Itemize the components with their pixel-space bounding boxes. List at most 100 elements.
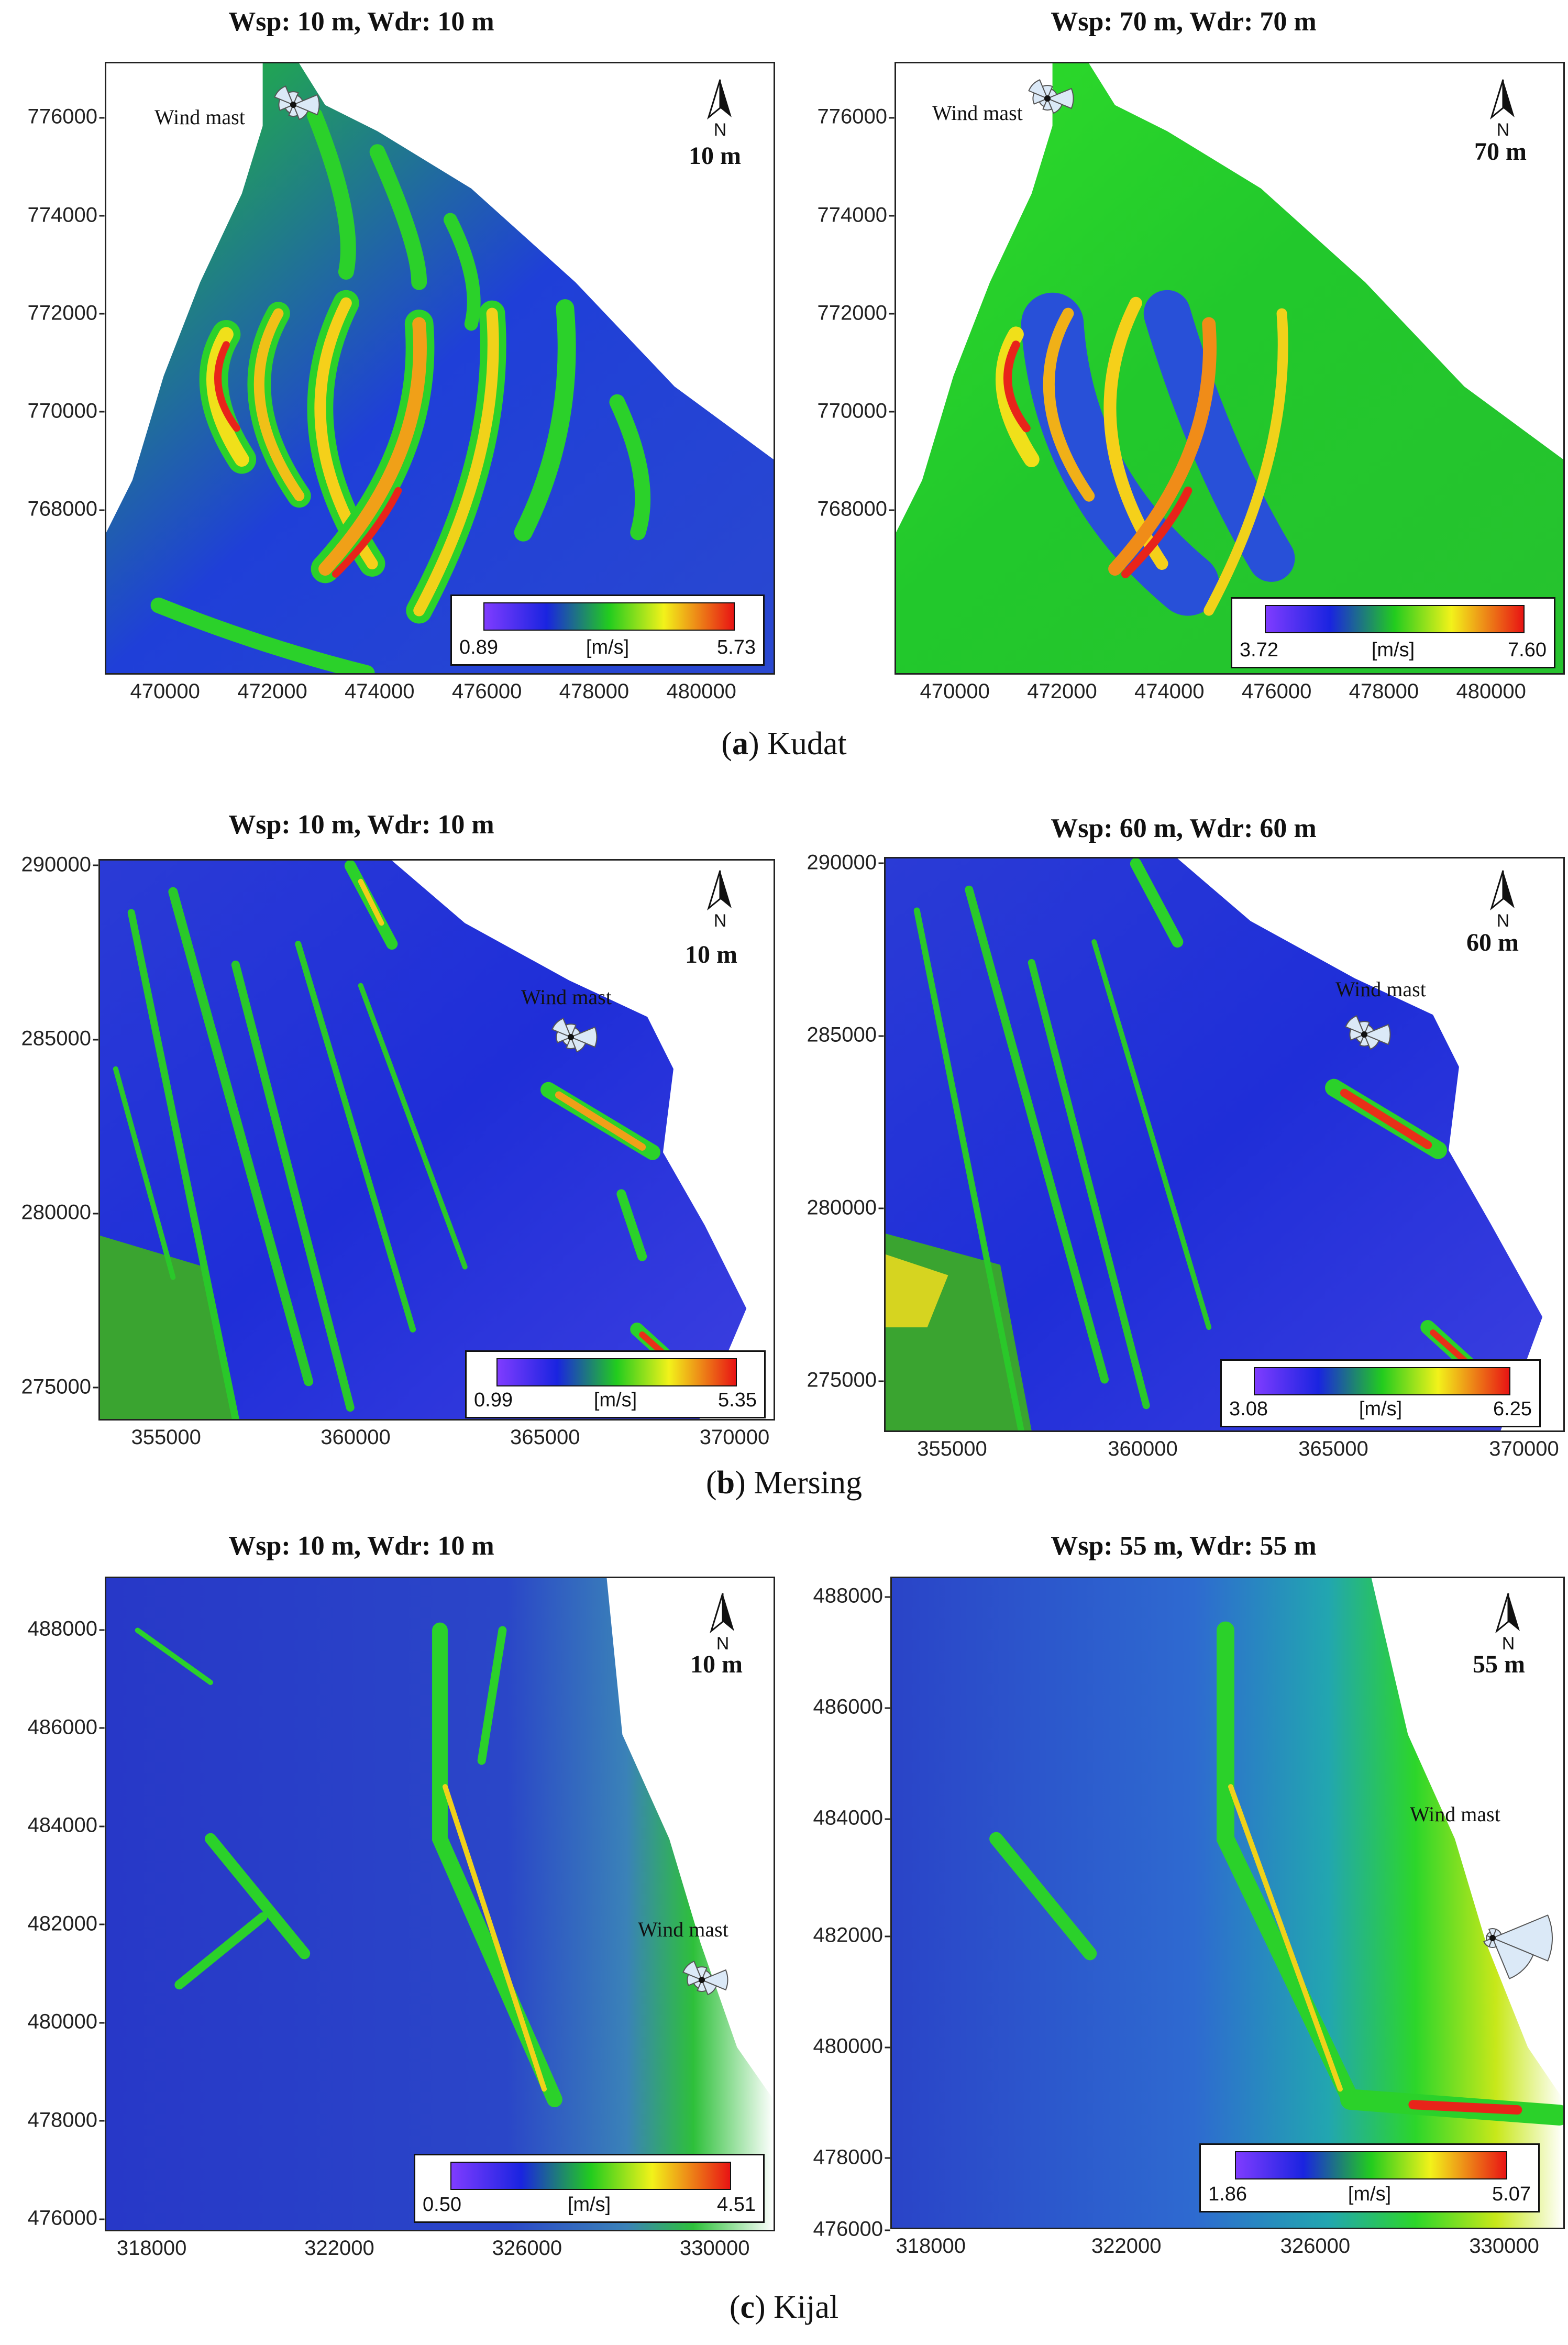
- y-tick-label: 484000: [813, 1807, 891, 1830]
- height-label: 10 m: [685, 941, 737, 968]
- north-label: N: [713, 120, 727, 140]
- wind-resource-map: [896, 63, 1563, 673]
- y-tick-label: 280000: [807, 1196, 885, 1219]
- north-arrow-icon: N: [707, 1592, 738, 1654]
- height-label: 10 m: [690, 1650, 743, 1678]
- wind-resource-map: [100, 861, 747, 1419]
- map-plot-a-right: [895, 62, 1565, 675]
- color-scale-legend: 1.86 [m/s] 5.07: [1199, 2143, 1540, 2212]
- caption-c: (c) Kijal: [729, 2289, 839, 2325]
- caption-b: (b) Mersing: [706, 1465, 862, 1501]
- north-label: N: [1496, 911, 1510, 931]
- wind-resource-map: [892, 1578, 1563, 2228]
- y-tick-label: 480000: [28, 2010, 105, 2034]
- y-tick-label: 772000: [28, 301, 105, 325]
- wind-rose-icon: [1019, 70, 1076, 130]
- x-tick-label: 476000: [1241, 680, 1312, 703]
- legend-min-value: 3.72: [1240, 639, 1278, 661]
- color-scale-bar: [1254, 1367, 1510, 1395]
- y-tick-label: 290000: [21, 853, 99, 876]
- y-tick-label: 482000: [28, 1912, 105, 1935]
- north-arrow-icon: N: [1487, 79, 1519, 140]
- north-arrow-icon: N: [1487, 869, 1519, 931]
- x-tick-label: 474000: [1134, 680, 1205, 703]
- legend-max-value: 6.25: [1493, 1398, 1532, 1420]
- x-tick-label: 322000: [304, 2237, 374, 2260]
- legend-min-value: 1.86: [1208, 2183, 1247, 2205]
- color-scale-bar: [1235, 2151, 1507, 2179]
- y-tick-label: 488000: [28, 1617, 105, 1641]
- color-scale-legend: 0.99 [m/s] 5.35: [465, 1350, 766, 1418]
- color-scale-bar: [450, 2162, 731, 2190]
- wind-rose-icon: [673, 1951, 731, 2011]
- x-tick-label: 478000: [1349, 680, 1419, 703]
- y-tick-label: 770000: [818, 399, 895, 423]
- wind-rose-icon: [1335, 1006, 1393, 1066]
- map-title-c-left: Wsp: 10 m, Wdr: 10 m: [228, 1531, 494, 1561]
- wind-resource-map: [886, 858, 1543, 1430]
- map-title-c-right: Wsp: 55 m, Wdr: 55 m: [1051, 1531, 1317, 1561]
- x-tick-label: 480000: [666, 680, 736, 703]
- map-plot-c-left: [105, 1577, 775, 2231]
- x-tick-label: 480000: [1456, 680, 1526, 703]
- north-label: N: [716, 1634, 730, 1654]
- north-label: N: [1501, 1634, 1515, 1654]
- y-tick-label: 275000: [807, 1369, 885, 1392]
- legend-unit: [m/s]: [1359, 1398, 1403, 1420]
- x-tick-label: 476000: [451, 680, 522, 703]
- y-tick-label: 280000: [21, 1201, 99, 1225]
- x-tick-label: 326000: [1280, 2234, 1351, 2258]
- y-tick-label: 478000: [813, 2145, 891, 2169]
- x-tick-label: 365000: [510, 1426, 580, 1449]
- wind-resource-map: [106, 1578, 774, 2230]
- y-tick-label: 774000: [28, 203, 105, 227]
- height-label: 55 m: [1473, 1650, 1525, 1678]
- x-tick-label: 370000: [1489, 1437, 1559, 1460]
- legend-unit: [m/s]: [1348, 2183, 1392, 2205]
- color-scale-legend: 3.08 [m/s] 6.25: [1220, 1359, 1541, 1427]
- map-title-b-left: Wsp: 10 m, Wdr: 10 m: [228, 810, 494, 840]
- x-tick-label: 370000: [699, 1426, 770, 1449]
- color-scale-bar: [483, 602, 735, 631]
- height-label: 10 m: [689, 142, 741, 170]
- wind-mast-label: Wind mast: [154, 105, 245, 129]
- y-tick-label: 482000: [813, 1924, 891, 1947]
- color-scale-legend: 0.50 [m/s] 4.51: [414, 2154, 765, 2223]
- x-tick-label: 472000: [237, 680, 307, 703]
- color-scale-bar: [496, 1358, 737, 1386]
- legend-min-value: 0.99: [474, 1389, 513, 1411]
- legend-max-value: 5.35: [718, 1389, 757, 1411]
- y-tick-label: 774000: [818, 203, 895, 227]
- y-tick-label: 768000: [28, 498, 105, 521]
- map-plot-c-right: [890, 1577, 1565, 2229]
- y-tick-label: 476000: [28, 2207, 105, 2230]
- y-tick-label: 478000: [28, 2108, 105, 2132]
- north-arrow-icon: N: [704, 79, 736, 140]
- north-label: N: [1496, 120, 1510, 140]
- x-tick-label: 472000: [1027, 680, 1097, 703]
- color-scale-legend: 0.89 [m/s] 5.73: [450, 594, 765, 666]
- x-tick-label: 322000: [1091, 2234, 1162, 2258]
- legend-unit: [m/s]: [1371, 639, 1415, 661]
- y-tick-label: 290000: [807, 851, 885, 874]
- y-tick-label: 480000: [813, 2035, 891, 2058]
- map-title-a-right: Wsp: 70 m, Wdr: 70 m: [1051, 7, 1317, 37]
- wind-rose-icon: [264, 76, 322, 136]
- x-tick-label: 330000: [680, 2237, 750, 2260]
- map-title-a-left: Wsp: 10 m, Wdr: 10 m: [228, 7, 494, 37]
- legend-unit: [m/s]: [567, 2194, 611, 2216]
- x-tick-label: 318000: [116, 2237, 187, 2260]
- y-tick-label: 772000: [818, 301, 895, 325]
- map-plot-b-left: [98, 859, 775, 1421]
- x-tick-label: 326000: [492, 2237, 562, 2260]
- legend-unit: [m/s]: [593, 1389, 637, 1411]
- y-tick-label: 776000: [28, 105, 105, 129]
- wind-resource-map: [106, 63, 774, 673]
- wind-mast-label: Wind mast: [1410, 1802, 1500, 1826]
- x-tick-label: 365000: [1298, 1437, 1368, 1460]
- x-tick-label: 355000: [131, 1426, 201, 1449]
- y-tick-label: 275000: [21, 1375, 99, 1399]
- legend-unit: [m/s]: [586, 636, 630, 658]
- x-tick-label: 360000: [321, 1426, 391, 1449]
- height-label: 70 m: [1474, 138, 1527, 166]
